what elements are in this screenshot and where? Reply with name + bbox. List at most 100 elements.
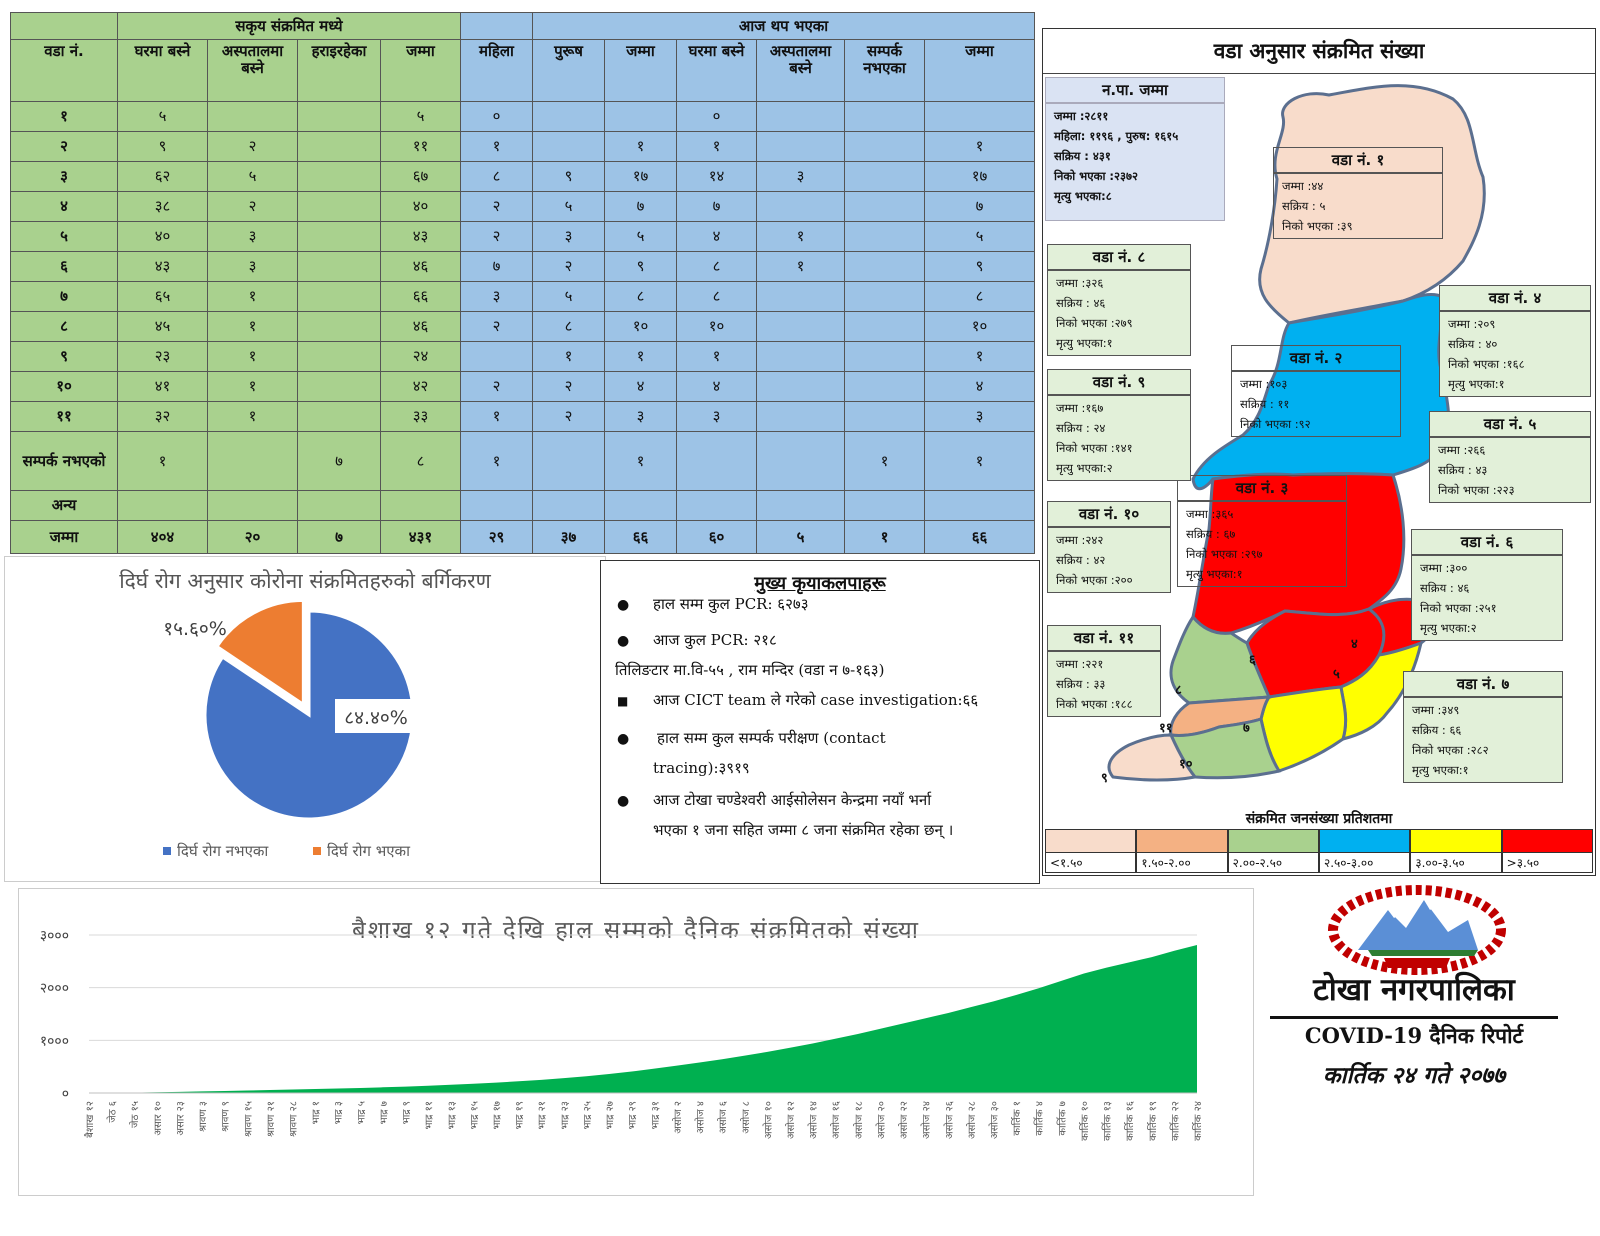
table-cell (676, 431, 757, 491)
bullet-icon: ● (617, 731, 630, 747)
column-header: घरमा बस्ने (117, 39, 208, 102)
column-header: पुरूष (532, 39, 605, 102)
table-header-row: वडा नं. घरमा बस्ने अस्पतालमा बस्ने हराइरहेक… (10, 39, 1036, 102)
table-cell: ८ (676, 281, 757, 312)
table-cell: ७ (297, 520, 381, 554)
table-cell: २९ (460, 520, 533, 554)
table-cell: ३७ (532, 520, 605, 554)
column-header: वडा नं. (10, 39, 118, 102)
ward-map-panel: वडा अनुसार संक्रमित संख्या ४ ५ ६ ७ ८ ९ १… (1042, 28, 1596, 876)
table-cell: ६२ (117, 161, 208, 192)
table-row: ११ ३२ १ ३३ १ २ ३ ३ ३ (10, 401, 1036, 432)
table-cell (297, 131, 381, 162)
table-cell (297, 490, 381, 521)
table-cell (297, 401, 381, 432)
table-row: २ ९ २ ११ १ १ १ १ (10, 131, 1036, 162)
table-cell: ५ (532, 191, 605, 222)
table-cell: ३८ (117, 191, 208, 222)
table-cell: १ (844, 520, 925, 554)
table-cell (844, 161, 925, 192)
ward-box-6: वडा नं. ६ जम्मा :३०० सक्रिय : ४६ निको भएका … (1411, 529, 1563, 641)
ward-stat-line: सक्रिय : ६६ (1412, 723, 1462, 737)
ward-box-5: वडा नं. ५ जम्मा :२६६ सक्रिय : ४३ निको भएका … (1429, 411, 1591, 503)
table-cell: १ (604, 431, 677, 491)
ward-stat-line: सक्रिय : ४३ (1438, 463, 1488, 477)
legend-swatch (1502, 830, 1592, 853)
ward-1-region (1258, 84, 1486, 325)
ward-box-title: वडा नं. ३ (1177, 475, 1347, 501)
column-header: सम्पर्क नभएका (844, 39, 925, 102)
x-tick-label: भाद्र ३ (334, 1101, 345, 1124)
y-tick-label: २००० (40, 981, 69, 997)
ward-box-title: वडा नं. १ (1273, 147, 1443, 173)
table-cell (844, 101, 925, 132)
table-group-header-row: सकृय संक्रमित मध्ये आज थप भएका (10, 12, 1036, 40)
x-tick-label: कार्तिक १ (1011, 1101, 1023, 1136)
table-cell: १० (604, 311, 677, 342)
table-cell (297, 221, 381, 252)
table-cell (532, 490, 605, 521)
ward-stat-line: निको भएका :१८८ (1056, 697, 1133, 711)
table-cell: १ (676, 131, 757, 162)
table-cell: २ (207, 131, 298, 162)
table-cell: १ (923, 131, 1036, 162)
table-cell: १ (676, 341, 757, 372)
table-cell: १ (117, 431, 208, 491)
pie-slice (214, 598, 305, 708)
column-header: जम्मा (604, 39, 677, 102)
x-tick-label: असोज २२ (898, 1101, 910, 1139)
table-cell: ५ (117, 101, 208, 132)
table-cell (756, 341, 845, 372)
ward-table: सकृय संक्रमित मध्ये आज थप भएका वडा नं. घरमा… (10, 12, 1036, 554)
table-row: ५ ४० ३ ४३ २ ३ ५ ४ १ ५ (10, 221, 1036, 252)
ward-box-10: वडा नं. १० जम्मा :२४२ सक्रिय : ४२ निको भएका… (1047, 501, 1171, 593)
ward-cell: सम्पर्क नभएको (10, 431, 118, 491)
x-tick-label: श्रावण २१ (266, 1101, 277, 1137)
table-cell: ४६ (380, 251, 461, 282)
ward-stat-line: जम्मा :१०३ (1240, 377, 1288, 391)
ward-stat-line: निको भएका :२०० (1056, 573, 1133, 587)
municipal-total-body: जम्मा :२८११ महिला: ११९६ , पुरुष: १६१५ सक… (1045, 103, 1225, 221)
legend-label: २.००-२.५० (1232, 856, 1283, 870)
x-tick-label: असार २३ (175, 1101, 186, 1136)
table-cell (207, 101, 298, 132)
legend-swatch (1137, 830, 1227, 853)
ward-stat-line: मृत्यु भएका:१ (1056, 336, 1113, 350)
table-cell: २ (460, 371, 533, 402)
table-cell (844, 251, 925, 282)
ward-stat-line: सक्रिय : ५ (1282, 199, 1326, 213)
ward-cell: ५ (10, 221, 118, 252)
table-cell (297, 281, 381, 312)
legend-item: <१.५० (1045, 829, 1137, 873)
table-cell: ३ (604, 401, 677, 432)
divider (1043, 73, 1595, 74)
table-cell (297, 311, 381, 342)
table-cell: ४ (676, 221, 757, 252)
ward-box-title: वडा नं. ७ (1403, 671, 1563, 697)
map-label-8: ८ (1175, 683, 1182, 698)
pie-chart-title: दिर्घ रोग अनुसार कोरोना संक्रमितहरुको बर… (119, 569, 491, 593)
x-tick-label: कार्तिक १९ (1147, 1101, 1159, 1141)
table-cell (844, 191, 925, 222)
ward-stat-line: मृत्यु भएका:२ (1420, 621, 1477, 635)
table-row: ९ २३ १ २४ १ १ १ १ (10, 341, 1036, 372)
ward-box-9: वडा नं. ९ जम्मा :१६७ सक्रिय : २४ निको भएका … (1047, 369, 1191, 481)
legend-item: >३.५० (1501, 829, 1593, 873)
table-cell: २ (532, 251, 605, 282)
table-cell: १ (207, 281, 298, 312)
table-cell (297, 341, 381, 372)
ward-box-title: वडा नं. ४ (1439, 285, 1591, 311)
table-cell: १ (923, 341, 1036, 372)
column-header: जम्मा (380, 39, 461, 102)
ward-cell: १० (10, 371, 118, 402)
area-series (89, 944, 1197, 1093)
column-header: घरमा बस्ने (676, 39, 757, 102)
table-cell: ५ (380, 101, 461, 132)
x-tick-label: असोज १६ (830, 1101, 842, 1139)
x-tick-label: असोज ३० (988, 1101, 1000, 1139)
trend-chart-panel: बैशाख १२ गते देखि हाल सम्मको दैनिक संक्र… (18, 888, 1254, 1196)
table-row: ४ ३८ २ ४० २ ५ ७ ७ ७ (10, 191, 1036, 222)
x-tick-label: असोज २८ (966, 1101, 978, 1139)
table-cell (207, 431, 298, 491)
table-cell: २० (207, 520, 298, 554)
